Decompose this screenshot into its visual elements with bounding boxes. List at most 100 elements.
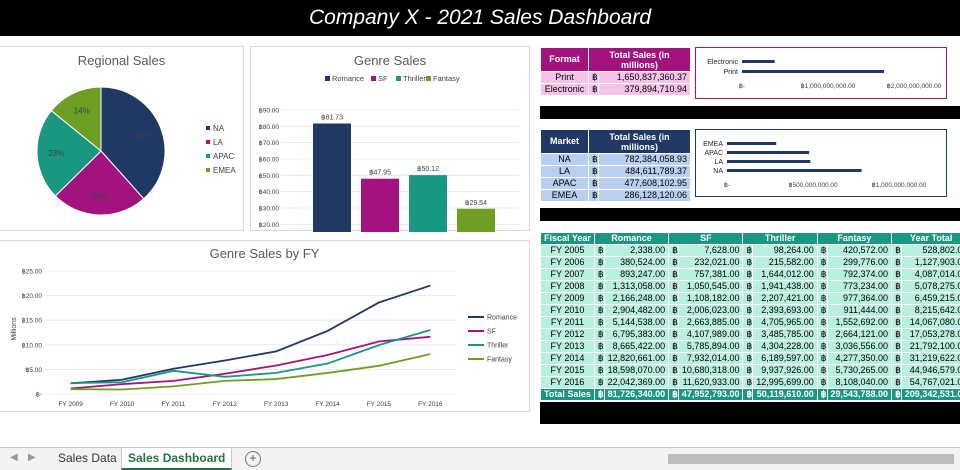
- currency-symbol: ฿: [891, 268, 902, 281]
- row-label: FY 2010: [540, 304, 595, 317]
- row-label: FY 2012: [540, 328, 595, 341]
- pie-slice-apac: [36, 109, 102, 197]
- cell-value: 1,050,545.00: [677, 280, 744, 293]
- cell-value: 5,730,265.00: [826, 364, 893, 377]
- separator-bar: [540, 106, 960, 119]
- horizontal-scrollbar[interactable]: [668, 454, 954, 464]
- currency-symbol: ฿: [742, 316, 754, 329]
- line-series-thriller: [70, 329, 431, 385]
- add-sheet-icon[interactable]: +: [245, 451, 261, 467]
- row-label: Electronic: [540, 83, 589, 96]
- table-row: FY 2016 ฿ 22,042,369.00 ฿ 11,620,933.00 ฿ 12,9…: [540, 376, 960, 389]
- cell-value: 1,644,012.00: [752, 268, 818, 281]
- table-row: FY 2010 ฿ 2,904,482.00 ฿ 2,006,023.00 ฿ 2,393,…: [540, 304, 960, 317]
- currency-symbol: ฿: [891, 256, 902, 269]
- hbar-category-label: Print: [724, 69, 738, 76]
- bar-romance: [313, 123, 351, 232]
- currency-symbol: ฿: [816, 316, 828, 329]
- regional-sales-title: Regional Sales: [77, 53, 166, 68]
- legend-marker: [426, 76, 431, 81]
- currency-symbol: ฿: [742, 304, 754, 317]
- table-row: Print ฿ 1,650,837,360.37: [540, 71, 691, 84]
- cell-value: 1,313,058.00: [603, 280, 670, 293]
- market-table: Market Total Sales (in millions) NA ฿ 782,…: [540, 129, 691, 202]
- row-label: FY 2013: [540, 340, 595, 353]
- currency-symbol: ฿: [668, 304, 679, 317]
- y-tick-label: ฿5.00: [25, 366, 42, 374]
- row-label: FY 2011: [540, 316, 595, 329]
- scroll-right-icon[interactable]: ▶: [28, 452, 36, 463]
- cell-value: 5,785,894.00: [677, 340, 744, 353]
- genre-sales-title: Genre Sales: [353, 53, 427, 68]
- dashboard-title: Company X - 2021 Sales Dashboard: [0, 0, 960, 36]
- legend-label: EMEA: [213, 166, 236, 175]
- cell-value: 5,144,538.00: [603, 316, 670, 329]
- bar-data-label: ฿47.95: [369, 169, 391, 177]
- legend-label: SF: [487, 329, 496, 336]
- currency-symbol: ฿: [668, 340, 679, 353]
- currency-symbol: ฿: [742, 364, 754, 377]
- currency-symbol: ฿: [742, 376, 754, 389]
- cell-value: 14,067,080.00: [900, 316, 960, 329]
- cell-value: 4,277,350.00: [826, 352, 893, 365]
- currency-symbol: ฿: [668, 292, 679, 305]
- currency-symbol: ฿: [593, 292, 605, 305]
- currency-symbol: ฿: [891, 340, 902, 353]
- legend-label: SF: [378, 74, 388, 83]
- cell-value: 4,304,228.00: [752, 340, 818, 353]
- column-header: SF: [668, 232, 744, 245]
- legend-label: Romance: [487, 315, 517, 322]
- y-tick-label: ฿60.00: [259, 156, 280, 164]
- y-tick-label: ฿20.00: [259, 221, 280, 229]
- line-series-sf: [70, 335, 431, 390]
- row-label: FY 2009: [540, 292, 595, 305]
- market-bar-card: EMEA APAC LA NA ฿- ฿500,000,000.00 ฿1,000,000,…: [695, 129, 947, 197]
- line-series-fantasy: [70, 353, 431, 391]
- legend-marker: [206, 168, 210, 172]
- table-row: FY 2007 ฿ 893,247.00 ฿ 757,381.00 ฿ 1,644,012.…: [540, 268, 960, 281]
- x-tick-label: FY 2014: [315, 401, 340, 408]
- x-tick-label: FY 2016: [418, 401, 443, 408]
- scroll-left-icon[interactable]: ◀: [10, 452, 18, 463]
- hbar-x-tick-label: ฿2,000,000,000.00: [887, 82, 942, 90]
- table-row: FY 2009 ฿ 2,166,248.00 ฿ 1,108,182.00 ฿ 2,207,…: [540, 292, 960, 305]
- currency-symbol: ฿: [593, 280, 605, 293]
- genre-sales-by-fy-card: Genre Sales by FY ฿- ฿5.00 ฿10.00 ฿15.00 ฿20…: [0, 240, 530, 412]
- table-row: Electronic ฿ 379,894,710.94: [540, 83, 691, 96]
- y-tick-label: ฿10.00: [22, 341, 43, 349]
- currency-symbol: ฿: [593, 376, 605, 389]
- currency-symbol: ฿: [816, 340, 828, 353]
- currency-symbol: ฿: [816, 256, 828, 269]
- cell-value: 911,444.00: [826, 304, 893, 317]
- cell-value: 1,108,182.00: [677, 292, 744, 305]
- format-total-header: Total Sales (in millions): [588, 47, 691, 72]
- currency-symbol: ฿: [668, 376, 679, 389]
- currency-symbol: ฿: [593, 364, 605, 377]
- hbar-bar: [727, 142, 777, 145]
- row-value: 484,611,789.37: [598, 165, 691, 178]
- currency-symbol: ฿: [668, 256, 679, 269]
- currency-symbol: ฿: [593, 328, 605, 341]
- tab-sales-data[interactable]: Sales Data: [58, 451, 117, 465]
- currency-symbol: ฿: [891, 388, 902, 401]
- hbar-category-label: Electronic: [707, 59, 738, 66]
- cell-value: 1,127,903.00: [900, 256, 960, 269]
- table-row: LA ฿ 484,611,789.37: [540, 165, 691, 178]
- bar-fantasy: [457, 208, 495, 232]
- currency-symbol: ฿: [742, 352, 754, 365]
- y-tick-label: ฿70.00: [259, 139, 280, 147]
- pie-data-label: 23%: [48, 149, 64, 158]
- market-total-header: Total Sales (in millions): [588, 129, 691, 154]
- cell-value: 4,107,989.00: [677, 328, 744, 341]
- cell-value: 98,264.00: [752, 244, 818, 257]
- tab-sales-dashboard[interactable]: Sales Dashboard: [121, 448, 233, 470]
- cell-value: 7,932,014.00: [677, 352, 744, 365]
- currency-symbol: ฿: [668, 316, 679, 329]
- regional-sales-pie-chart: 38% 24% 23% 14% NA LA APAC EMEA: [36, 86, 236, 216]
- legend-label: Thriller: [403, 74, 426, 83]
- cell-value: 1,941,438.00: [752, 280, 818, 293]
- cell-value: 3,036,556.00: [826, 340, 893, 353]
- market-header: Market: [540, 129, 589, 154]
- table-row: NA ฿ 782,384,058.93: [540, 153, 691, 166]
